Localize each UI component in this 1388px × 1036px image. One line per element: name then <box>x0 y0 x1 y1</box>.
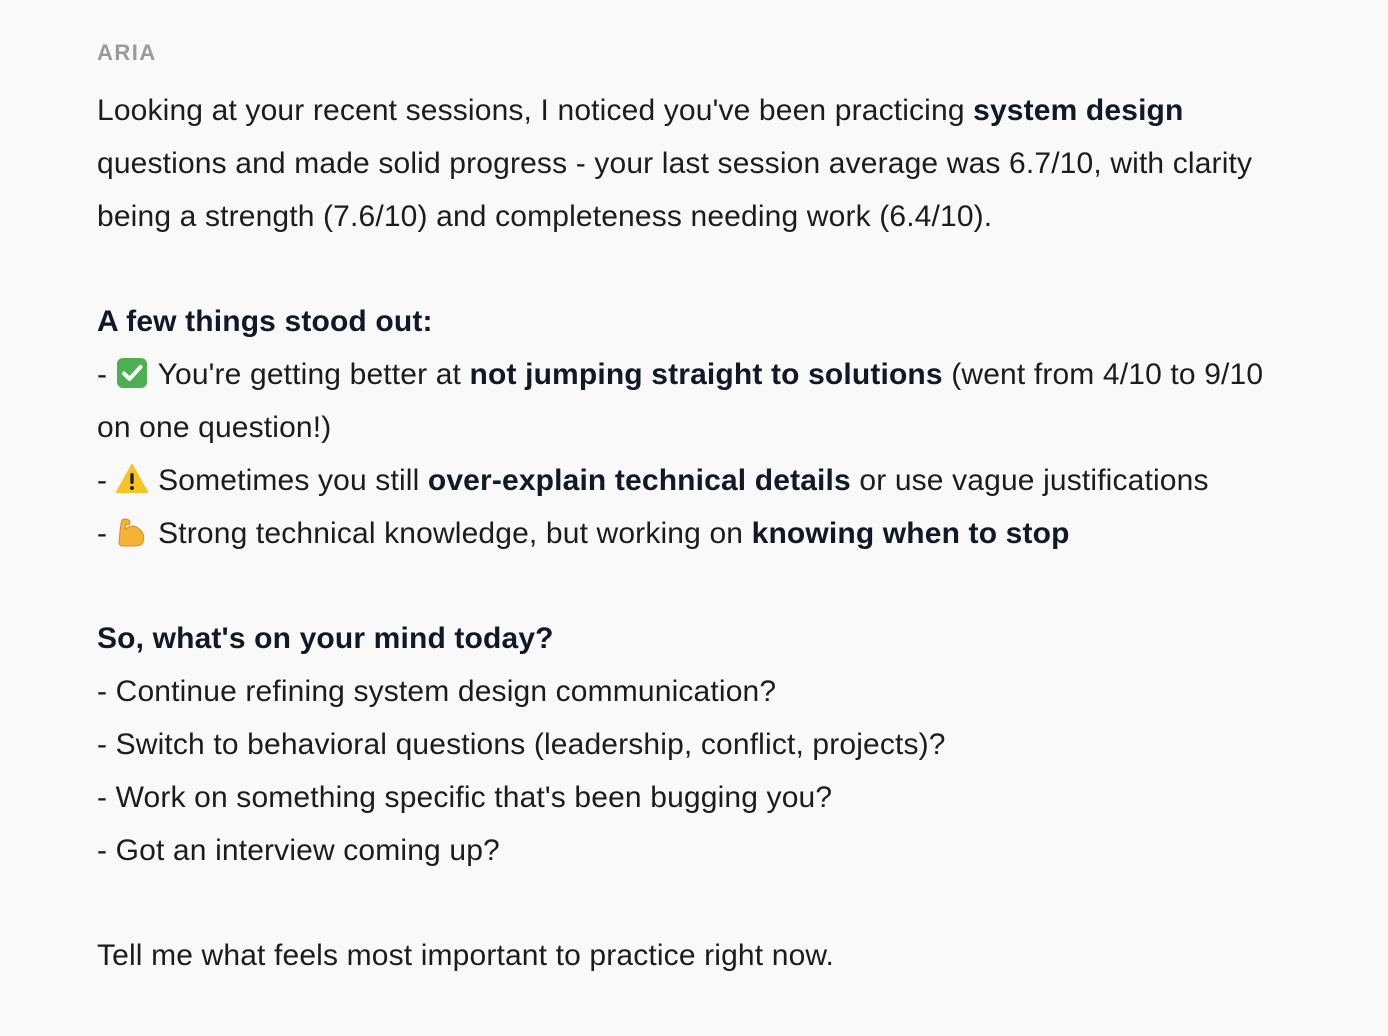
text: on one question!) <box>97 411 332 444</box>
message-line: - Strong technical knowledge, but workin… <box>97 507 1367 560</box>
message-line: - Work on something specific that's been… <box>97 771 1367 824</box>
message-line: - Got an interview coming up? <box>97 824 1367 877</box>
text: (went from 4/10 to 9/10 <box>942 358 1264 391</box>
bold-text: A few things stood out: <box>97 305 433 338</box>
message-line: - You're getting better at not jumping s… <box>97 348 1367 401</box>
text: Looking at your recent sessions, I notic… <box>97 94 974 127</box>
message-line: being a strength (7.6/10) and completene… <box>97 190 1367 243</box>
message-line: - Continue refining system design commun… <box>97 665 1367 718</box>
message-paragraph: So, what's on your mind today? - Continue… <box>97 612 1367 877</box>
message-paragraph: Looking at your recent sessions, I notic… <box>97 84 1367 243</box>
message-paragraph: Tell me what feels most important to pra… <box>97 929 1367 982</box>
message-line: A few things stood out: <box>97 295 1367 348</box>
bold-text: not jumping straight to solutions <box>469 358 943 391</box>
text: You're getting better at <box>149 358 470 391</box>
text: - Work on something specific that's been… <box>97 781 833 814</box>
bold-text: knowing when to stop <box>751 517 1070 550</box>
assistant-message: Looking at your recent sessions, I notic… <box>97 84 1367 982</box>
message-line: Tell me what feels most important to pra… <box>97 929 1367 982</box>
message-line: questions and made solid progress - your… <box>97 137 1367 190</box>
message-line: - Sometimes you still over-explain techn… <box>97 454 1367 507</box>
bold-text: system design <box>973 94 1184 127</box>
sender-label: ARIA <box>97 40 157 65</box>
text: - Switch to behavioral questions (leader… <box>97 728 946 761</box>
text: Sometimes you still <box>149 464 428 497</box>
text: - Continue refining system design commun… <box>97 675 777 708</box>
paragraph-spacer <box>97 877 1367 929</box>
check-mark-icon <box>116 353 148 388</box>
text: - <box>97 358 116 391</box>
text: - <box>97 464 116 497</box>
message-line: - Switch to behavioral questions (leader… <box>97 718 1367 771</box>
message-paragraph: A few things stood out: - You're getting … <box>97 295 1367 560</box>
text: being a strength (7.6/10) and completene… <box>97 200 993 233</box>
text: - <box>97 517 116 550</box>
paragraph-spacer <box>97 560 1367 612</box>
text: - Got an interview coming up? <box>97 834 500 867</box>
paragraph-spacer <box>97 243 1367 295</box>
message-line: on one question!) <box>97 401 1367 454</box>
message-line: Looking at your recent sessions, I notic… <box>97 84 1367 137</box>
warning-icon <box>115 459 148 493</box>
bold-text: over-explain technical details <box>427 464 851 497</box>
text: questions and made solid progress - your… <box>97 147 1253 180</box>
message-line: So, what's on your mind today? <box>97 612 1367 665</box>
bold-text: So, what's on your mind today? <box>97 622 554 655</box>
flexed-biceps-icon <box>116 512 148 547</box>
text: or use vague justifications <box>850 464 1209 497</box>
text: Strong technical knowledge, but working … <box>149 517 752 550</box>
text: Tell me what feels most important to pra… <box>97 939 835 972</box>
